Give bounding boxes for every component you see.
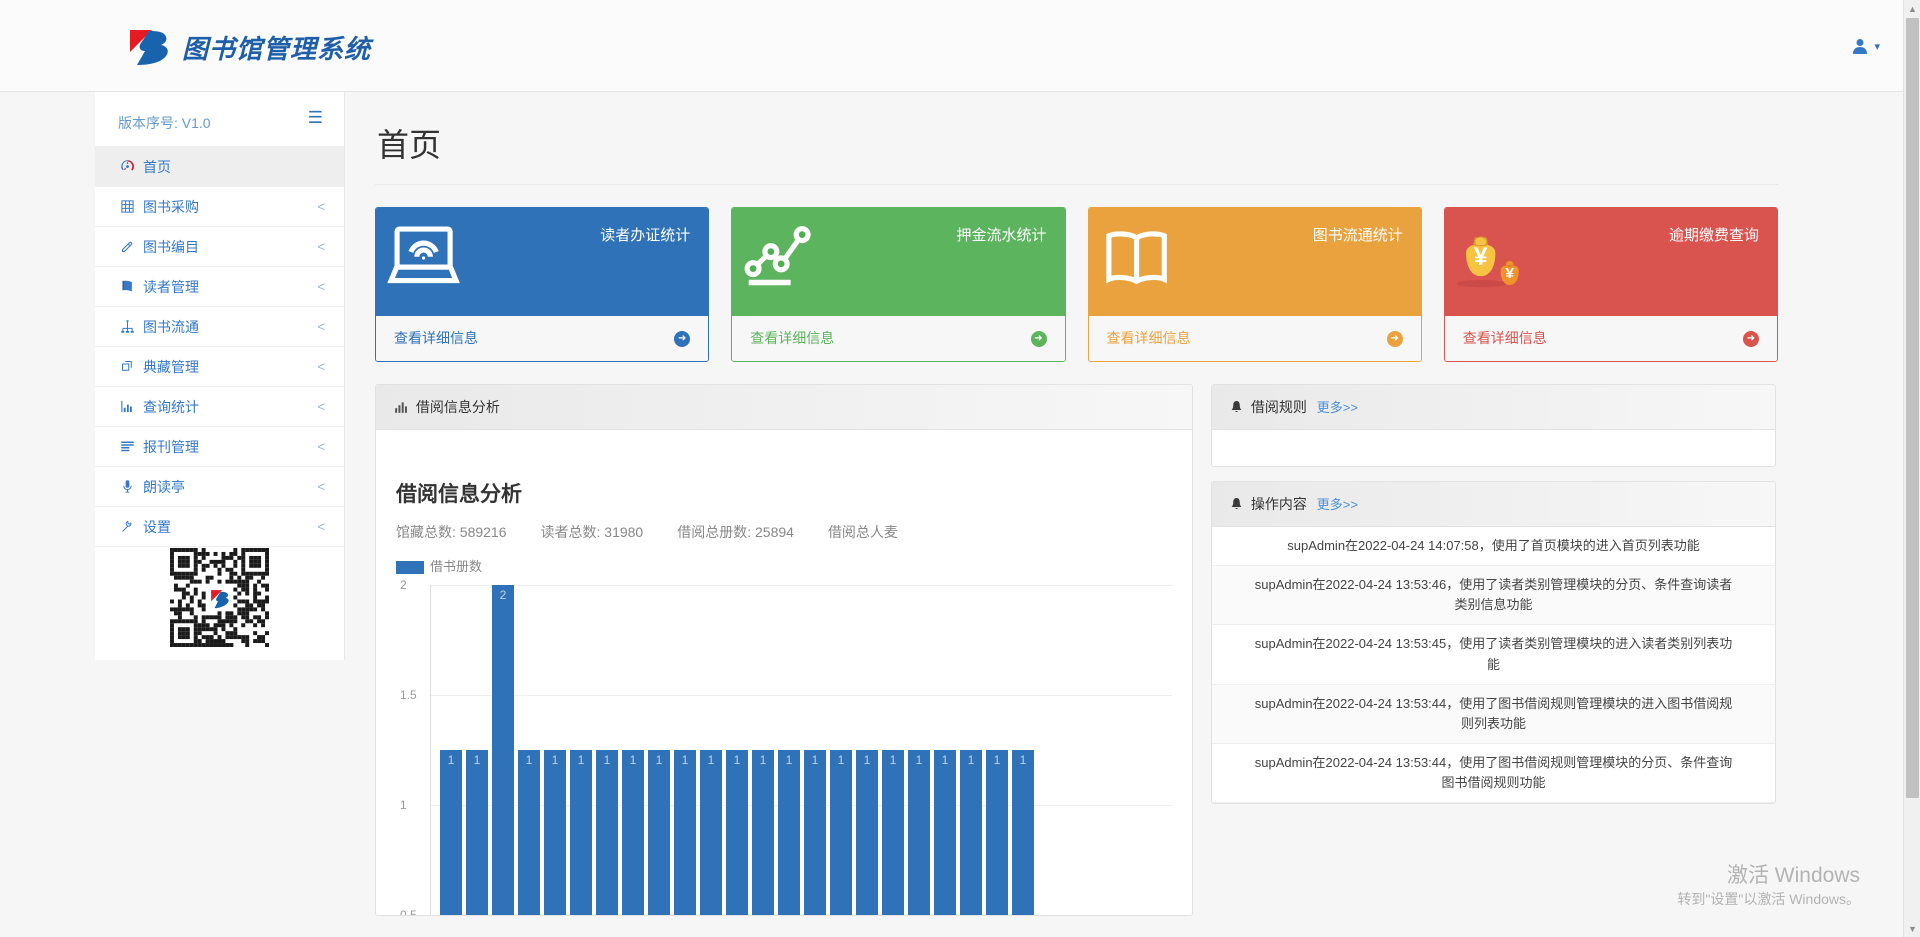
svg-text:¥: ¥ [1505,265,1514,282]
svg-text:¥: ¥ [1474,244,1488,271]
